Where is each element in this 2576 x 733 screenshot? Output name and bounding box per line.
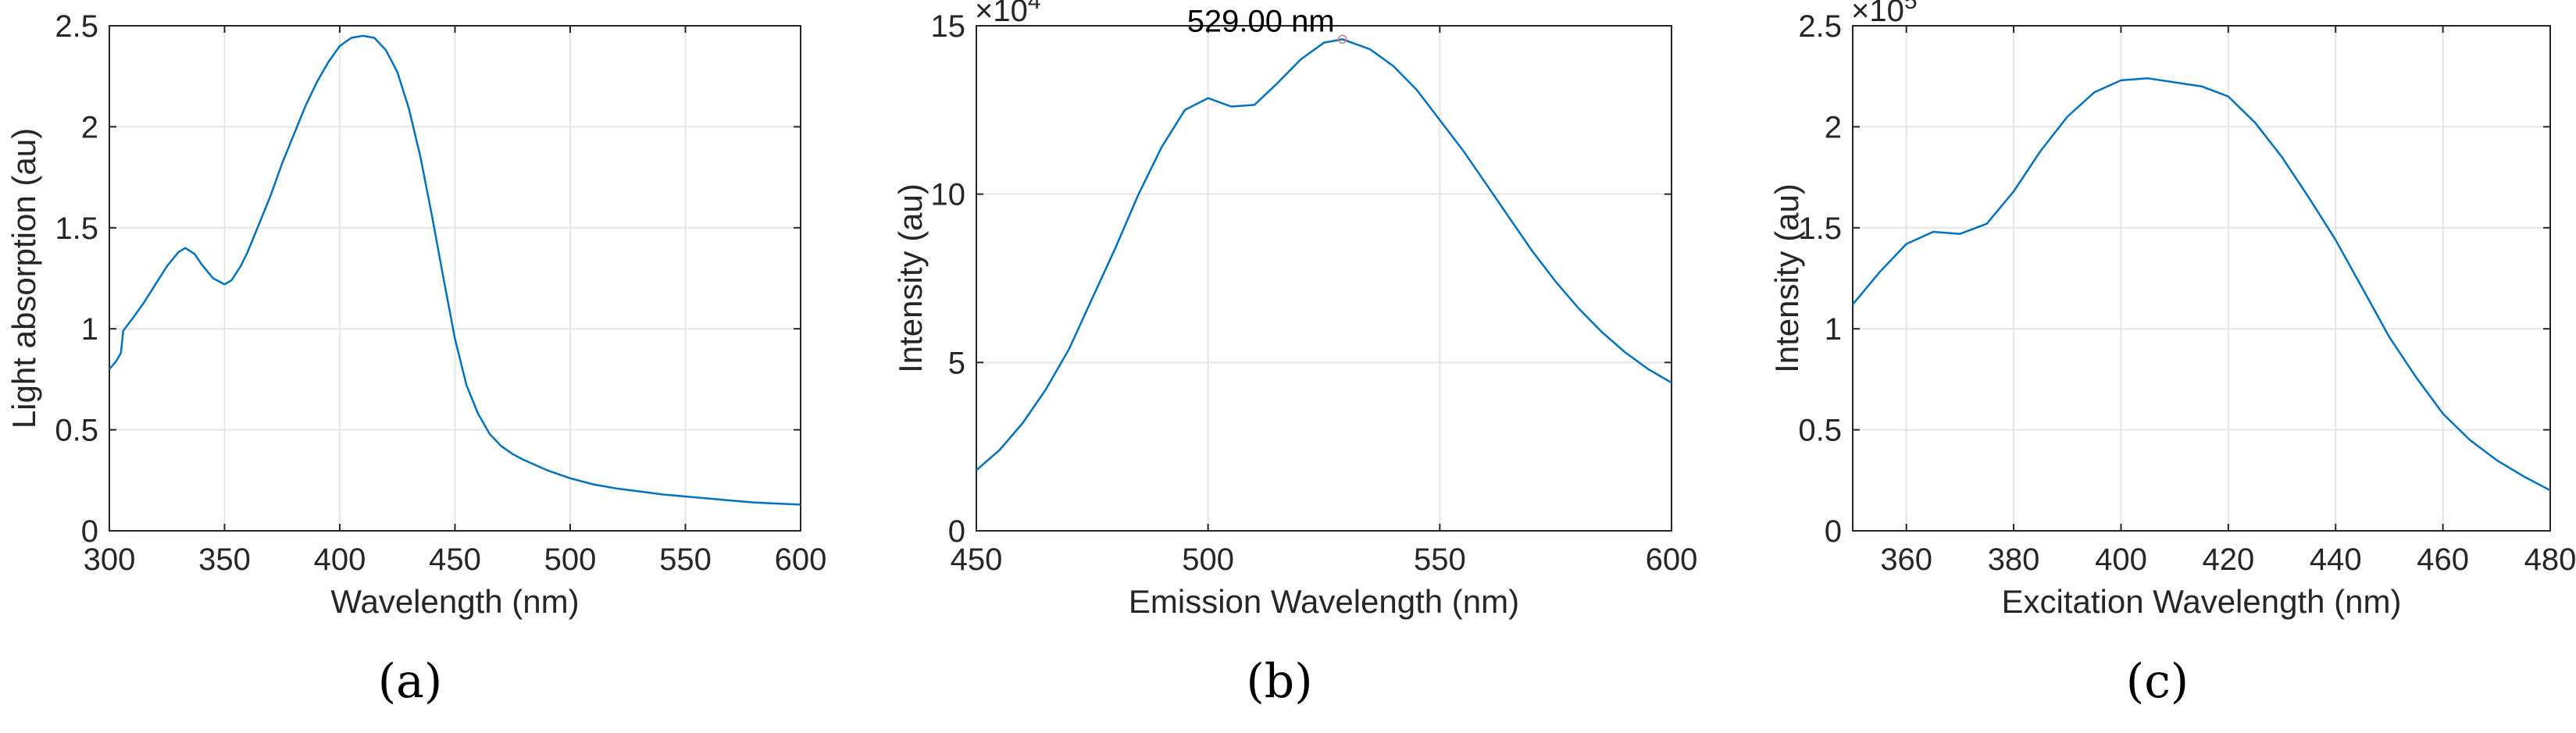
y-tick-label: 0: [81, 514, 98, 549]
axes-box: [976, 25, 1672, 532]
panel-label-b: (b): [1246, 654, 1313, 709]
y-exponent-label: ×105: [1851, 0, 1918, 28]
y-exponent-label: ×104: [975, 0, 1041, 28]
x-tick-label: 550: [659, 543, 712, 577]
x-tick-label: 450: [951, 543, 1003, 577]
y-tick-label: 0: [948, 514, 965, 549]
y-tick-label: 2.5: [1798, 9, 1842, 44]
x-tick-label: 360: [1880, 543, 1932, 577]
y-tick-label: 2.5: [55, 9, 98, 44]
y-tick-label: 1.5: [55, 212, 98, 246]
x-tick-label: 460: [2417, 543, 2469, 577]
chart-a: 300 350 400 450 500 550 600 0 0.5 1 1.5 2 2.5 Wavelen…: [5, 9, 826, 620]
y-tick-label: 2: [1825, 110, 1842, 144]
peak-annotation: 529.00 nm: [1187, 4, 1335, 38]
x-tick-label: 600: [1646, 543, 1698, 577]
x-axis-label: Wavelength (nm): [330, 583, 579, 620]
y-tick-label: 15: [931, 9, 966, 44]
x-tick-label: 600: [775, 543, 827, 577]
x-tick-label: 450: [429, 543, 481, 577]
series-line-emission: [976, 38, 1672, 471]
x-axis-label: Emission Wavelength (nm): [1129, 583, 1519, 620]
y-tick-label: 1: [81, 312, 98, 347]
panel-label-a: (a): [377, 654, 443, 709]
chart-b: 450 500 550 600 0 5 10 15 Emission Wavelength (n…: [892, 0, 1697, 620]
y-tick-label: 2: [81, 110, 98, 144]
panel-label-c: (c): [2125, 654, 2189, 709]
axes-box: [1852, 25, 2551, 532]
y-axis-label: Intensity (au): [892, 183, 929, 373]
x-tick-label: 440: [2310, 543, 2362, 577]
y-tick-label: 10: [931, 178, 966, 212]
x-tick-label: 350: [198, 543, 251, 577]
y-tick-label: 0.5: [1798, 414, 1842, 448]
x-tick-label: 420: [2202, 543, 2254, 577]
x-axis-label: Excitation Wavelength (nm): [2002, 583, 2402, 620]
x-tick-label: 400: [2095, 543, 2147, 577]
y-tick-label: 0: [1825, 514, 1842, 549]
x-tick-label: 300: [84, 543, 136, 577]
series-line-absorption: [109, 34, 801, 506]
x-tick-label: 480: [2524, 543, 2576, 577]
y-axis-label: Intensity (au): [1768, 183, 1805, 373]
x-tick-label: 500: [1182, 543, 1234, 577]
x-tick-label: 400: [314, 543, 366, 577]
series-line-excitation: [1852, 77, 2551, 492]
y-tick-label: 1.5: [1798, 212, 1842, 246]
x-tick-label: 550: [1414, 543, 1466, 577]
y-tick-label: 0.5: [55, 414, 98, 448]
x-tick-label: 500: [544, 543, 597, 577]
y-axis-label: Light absorption (au): [5, 128, 42, 429]
x-tick-label: 380: [1988, 543, 2040, 577]
y-tick-label: 5: [948, 346, 965, 380]
peak-marker: [1337, 34, 1347, 44]
y-tick-label: 1: [1825, 312, 1842, 347]
chart-c: 360 380 400 420 440 460 480 0 0.5 1 1.5 2 2.5 Excitat…: [1768, 0, 2576, 620]
